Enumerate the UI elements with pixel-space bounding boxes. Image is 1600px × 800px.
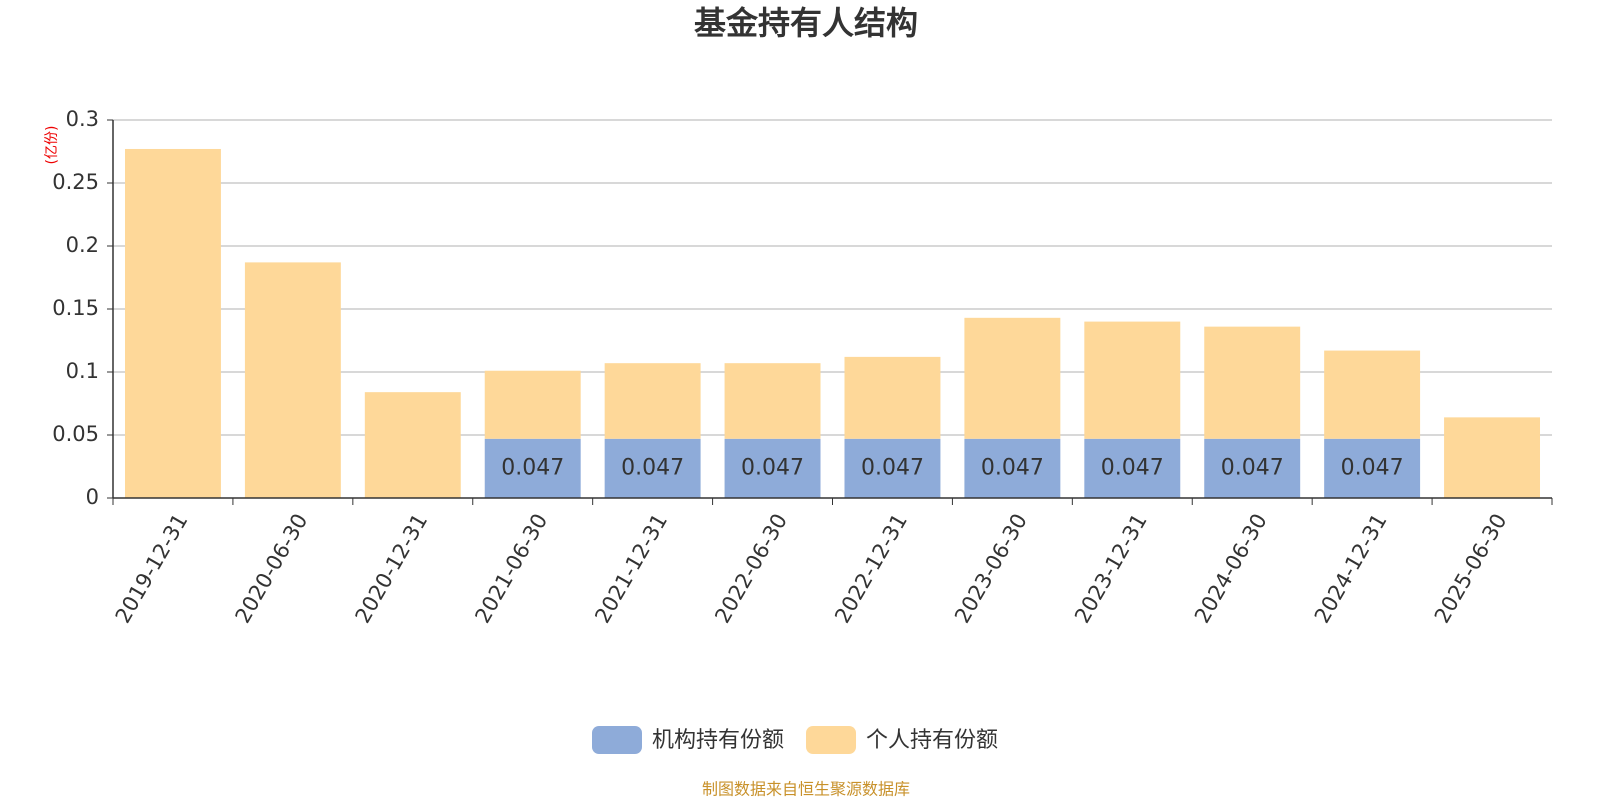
y-tick-label: 0.3: [66, 107, 99, 131]
legend-label: 机构持有份额: [652, 728, 784, 753]
data-label: 0.047: [741, 455, 804, 480]
chart-title: 基金持有人结构: [694, 4, 918, 42]
y-tick-label: 0: [86, 485, 99, 509]
bar-segment: [1444, 417, 1541, 498]
y-tick-label: 0.1: [66, 359, 99, 383]
x-tick-label: 2023-12-31: [1070, 510, 1152, 628]
bar-segment: [964, 438, 1061, 498]
bar-segment: [724, 438, 821, 498]
bar-segment: [964, 317, 1061, 439]
footer: 制图数据来自恒生聚源数据库: [702, 780, 910, 799]
bar-segment: [484, 438, 581, 498]
x-tick-label: 2022-12-31: [830, 510, 912, 628]
data-label: 0.047: [1221, 455, 1284, 480]
bar-segment: [1084, 438, 1181, 498]
bar-segment: [1204, 438, 1301, 498]
bar-segment: [844, 438, 941, 498]
legend-swatch: [592, 726, 642, 754]
x-tick-label: 2025-06-30: [1430, 510, 1512, 628]
bar-segment: [1324, 438, 1421, 498]
legend-label: 个人持有份额: [866, 728, 998, 753]
x-tick-label: 2020-06-30: [231, 510, 313, 628]
bar-segment: [604, 363, 701, 439]
data-label: 0.047: [621, 455, 684, 480]
x-tick-label: 2024-06-30: [1190, 510, 1272, 628]
x-tick-label: 2021-12-31: [590, 510, 672, 628]
x-tick-label: 2020-12-31: [351, 510, 433, 628]
x-tick-label: 2019-12-31: [111, 510, 193, 628]
y-tick-label: 0.15: [52, 296, 99, 320]
x-tick-label: 2023-06-30: [950, 510, 1032, 628]
bar-segment: [244, 262, 341, 498]
y-tick-label: 0.25: [52, 170, 99, 194]
data-label: 0.047: [1101, 455, 1164, 480]
data-label: 0.047: [1341, 455, 1404, 480]
bar-segment: [364, 392, 461, 498]
bar-segment: [484, 370, 581, 439]
x-tick-label: 2024-12-31: [1310, 510, 1392, 628]
bar-segment: [1324, 350, 1421, 439]
bar-segment: [604, 438, 701, 498]
x-tick-label: 2022-06-30: [710, 510, 792, 628]
bar-segment: [124, 148, 221, 499]
bar-segment: [1204, 326, 1301, 439]
y-axis-label: (亿份): [44, 126, 60, 165]
data-label: 0.047: [501, 455, 564, 480]
legend-swatch: [806, 726, 857, 754]
x-tick-label: 2021-06-30: [470, 510, 552, 628]
bar-segment: [1084, 321, 1181, 439]
bar-segment: [724, 363, 821, 439]
data-label: 0.047: [861, 455, 924, 480]
data-label: 0.047: [981, 455, 1044, 480]
bar-segment: [844, 356, 941, 439]
y-tick-label: 0.2: [66, 233, 99, 257]
y-tick-label: 0.05: [52, 422, 99, 446]
